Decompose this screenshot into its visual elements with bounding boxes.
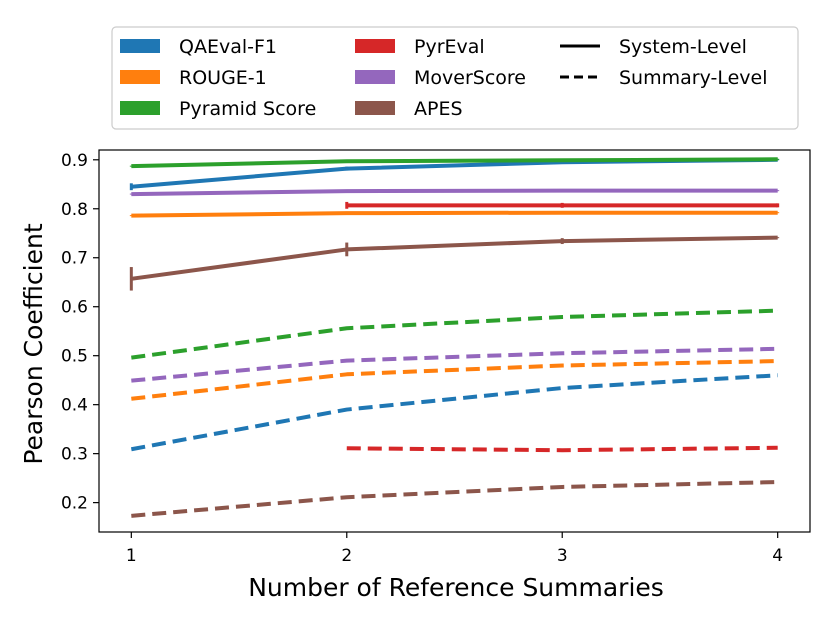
y-tick-label: 0.3 (61, 445, 88, 465)
legend-swatch-qaeval-f1 (120, 39, 160, 53)
legend-label-rouge-1: ROUGE-1 (179, 67, 267, 89)
series-rouge-1 (129, 210, 780, 401)
moverscore-system-level-line (131, 188, 778, 197)
y-tick-label: 0.5 (61, 347, 88, 367)
y-tick-label: 0.2 (61, 494, 88, 514)
apes-system-level-line (131, 235, 778, 281)
y-tick-label: 0.4 (61, 396, 88, 416)
qaeval-f1-summary-level-line (130, 373, 778, 452)
pyramid-score-system-level-line (131, 157, 778, 169)
legend-entry-summary-level: Summary-Level (560, 67, 768, 89)
legend-entry-pyramid-score: Pyramid Score (120, 98, 316, 120)
legend-label-moverscore: MoverScore (414, 67, 526, 89)
legend-swatch-moverscore (355, 70, 395, 84)
legend-entry-qaeval-f1: QAEval-F1 (120, 36, 277, 58)
x-tick-label: 1 (126, 546, 137, 566)
y-tick-label: 0.9 (61, 151, 88, 171)
pyreval-summary-level-line (346, 445, 778, 453)
legend-swatch-pyreval (355, 39, 395, 53)
legend-entry-system-level: System-Level (560, 36, 747, 58)
rouge-1-system-level-line (131, 210, 778, 218)
series-apes (129, 235, 780, 518)
legend-entry-pyreval: PyrEval (355, 36, 485, 58)
legend-frame (111, 26, 799, 130)
legend-label-summary-level: Summary-Level (619, 67, 768, 89)
plot-area (129, 157, 780, 518)
plot-frame (98, 149, 811, 533)
apes-summary-level-line (131, 480, 778, 518)
legend-entry-rouge-1: ROUGE-1 (120, 67, 267, 89)
moverscore-summary-level-line (131, 346, 778, 383)
legend-swatch-rouge-1 (120, 70, 160, 84)
series-pyramid-score (129, 157, 780, 360)
legend-swatch-apes (355, 101, 395, 115)
legend-swatch-pyramid-score (120, 101, 160, 115)
legend-label-pyreval: PyrEval (414, 36, 485, 58)
y-tick-label: 0.6 (61, 298, 88, 318)
series-qaeval-f1 (129, 157, 780, 452)
x-axis-label: Number of Reference Summaries (248, 573, 664, 602)
chart-legend: QAEval-F1 ROUGE-1 Pyramid Score PyrEval Move… (111, 26, 799, 130)
x-tick-label: 4 (772, 546, 783, 566)
y-tick-label: 0.7 (61, 249, 88, 269)
x-tick-label: 3 (557, 546, 568, 566)
legend-label-qaeval-f1: QAEval-F1 (179, 36, 277, 58)
x-tick-label: 2 (341, 546, 352, 566)
legend-label-system-level: System-Level (619, 36, 747, 58)
pyramid-score-summary-level-line (131, 308, 778, 360)
legend-label-pyramid-score: Pyramid Score (179, 98, 316, 120)
legend-label-apes: APES (414, 98, 463, 120)
axes: 1 2 3 4 0.2 0.3 0.4 0.5 0.6 0.7 0.8 0.9 (61, 149, 811, 566)
series-pyreval (345, 201, 780, 453)
y-axis-label: Pearson Coefficient (19, 223, 48, 464)
series-moverscore (129, 188, 780, 383)
legend-entry-moverscore: MoverScore (355, 67, 526, 89)
y-tick-label: 0.8 (61, 200, 88, 220)
rouge-1-summary-level-line (131, 359, 778, 401)
legend-entry-apes: APES (355, 98, 463, 120)
